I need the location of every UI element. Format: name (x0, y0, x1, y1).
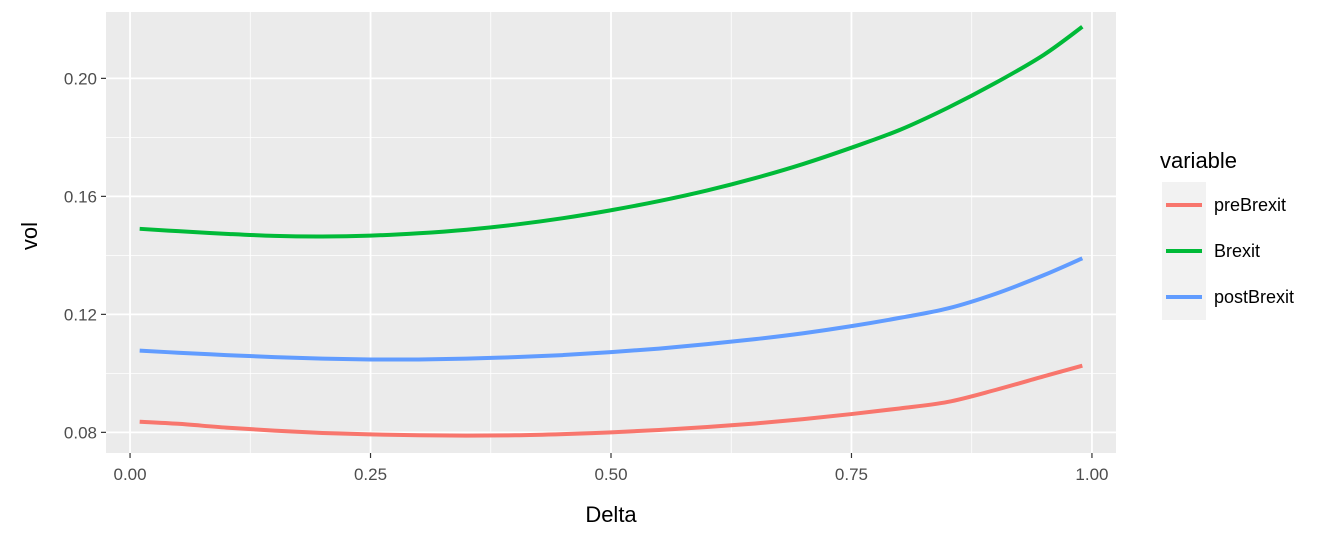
y-tick-label: 0.08 (64, 423, 97, 442)
x-tick-label: 0.00 (114, 465, 147, 484)
legend: variable preBrexit Brexit postBrexit (1160, 148, 1294, 320)
x-tick-label: 0.50 (594, 465, 627, 484)
legend-label-postBrexit: postBrexit (1214, 287, 1294, 307)
series-lines (139, 25, 1084, 438)
x-axis-title: Delta (585, 502, 637, 527)
y-tick-label: 0.20 (64, 69, 97, 88)
series-line-postBrexit (139, 256, 1084, 362)
x-tick-label: 1.00 (1075, 465, 1108, 484)
y-tick-label: 0.12 (64, 305, 97, 324)
y-tick-label: 0.16 (64, 187, 97, 206)
grid (106, 12, 1116, 453)
axes: 0.00 0.25 0.50 0.75 1.00 0.08 0.12 0.16 0.20 (64, 69, 1109, 484)
x-tick-label: 0.25 (354, 465, 387, 484)
y-axis-title: vol (17, 222, 42, 250)
series-line-preBrexit (139, 363, 1083, 438)
legend-label-Brexit: Brexit (1214, 241, 1260, 261)
legend-items: preBrexit Brexit postBrexit (1162, 182, 1294, 320)
legend-label-preBrexit: preBrexit (1214, 195, 1286, 215)
legend-title: variable (1160, 148, 1237, 173)
series-line-Brexit (139, 25, 1084, 239)
x-tick-label: 0.75 (835, 465, 868, 484)
